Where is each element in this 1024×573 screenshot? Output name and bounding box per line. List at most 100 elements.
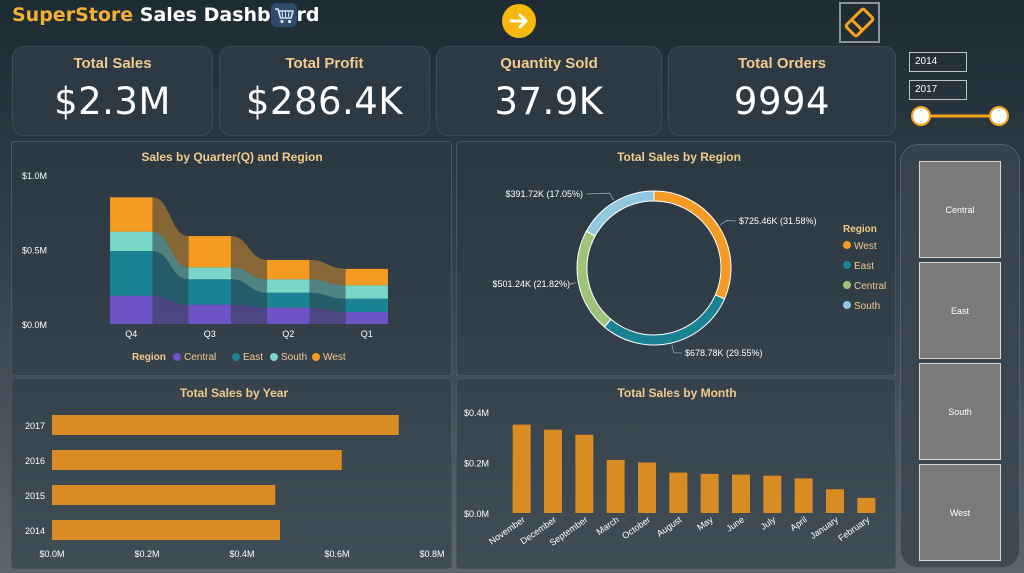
kpi-value: $2.3M [54, 80, 171, 123]
slicer-item-west[interactable]: West [919, 464, 1001, 561]
data-label: $678.78K (29.55%) [685, 348, 763, 358]
kpi-total-profit: Total Profit $286.4K [219, 46, 430, 136]
legend-label: East [243, 352, 263, 363]
month-bar [638, 462, 656, 513]
y-tick-label: $0.4M [464, 408, 489, 418]
slicer-item-east[interactable]: East [919, 262, 1001, 359]
legend-label: East [854, 261, 874, 272]
data-label: $501.24K (21.82%) [492, 279, 570, 289]
ribbon-central [230, 304, 268, 324]
x-tick-label: $0.6M [324, 549, 349, 559]
kpi-label: Quantity Sold [500, 55, 598, 72]
bar-segment-central [345, 312, 388, 324]
bar-segment-east [345, 298, 388, 313]
month-bar [544, 429, 562, 513]
bar-segment-west [345, 268, 388, 286]
legend-swatch-east [843, 261, 851, 269]
month-bar [512, 424, 531, 513]
panel-sales-by-month: Total Sales by Month $0.0M $0.2M $0.4M Novem… [456, 378, 896, 569]
x-tick-label: $0.8M [419, 549, 444, 559]
bar-segment-south [267, 279, 310, 293]
x-tick-label: Q4 [125, 329, 137, 339]
x-tick-label: April [788, 514, 808, 533]
ribbon-west [152, 197, 189, 268]
kpi-total-orders: Total Orders 9994 [668, 46, 896, 136]
month-bar [857, 497, 876, 513]
year-start-input[interactable]: 2014 [909, 52, 967, 72]
x-tick-label: March [595, 514, 621, 537]
legend-swatch-east [232, 353, 240, 361]
kpi-value: 9994 [733, 80, 831, 123]
bar-segment-central [267, 307, 310, 324]
month-bar [826, 489, 844, 513]
chart-title: Sales by Quarter(Q) and Region [141, 150, 322, 164]
month-bar [575, 434, 594, 513]
y-tick-label: $0.5M [22, 246, 47, 256]
x-tick-label: Q1 [361, 329, 373, 339]
kpi-total-sales: Total Sales $2.3M [12, 46, 213, 136]
leader-line [568, 282, 577, 285]
bar-segment-south [345, 285, 388, 299]
sales-by-year-chart: Total Sales by Year 2017 2016 2015 2014 $0.0M… [25, 386, 445, 559]
legend-label: West [854, 241, 877, 252]
leader-line [585, 192, 615, 201]
data-label: $391.72K (17.05%) [505, 189, 583, 199]
region-slicer: Central East South West [900, 144, 1020, 568]
legend-swatch-central [843, 281, 851, 289]
x-tick-label: $0.2M [134, 549, 159, 559]
year-bar [52, 415, 399, 435]
month-bar [606, 459, 625, 513]
ribbon-south [309, 279, 346, 299]
x-tick-label: July [759, 514, 778, 532]
donut-slice-west [653, 190, 732, 300]
donut-slice-south [585, 190, 655, 237]
y-tick-label: $0.0M [464, 509, 489, 519]
panel-sales-by-quarter: Sales by Quarter(Q) and Region $0.0M $0.5M… [11, 141, 452, 376]
donut-slice-central [576, 230, 612, 328]
legend-swatch-west [312, 353, 320, 361]
navigate-next-button[interactable] [502, 4, 536, 38]
legend-swatch-south [270, 353, 278, 361]
slider-handle-start[interactable] [911, 106, 931, 126]
donut-slice-east [603, 294, 726, 346]
y-tick-label: 2017 [25, 421, 45, 431]
legend-label: South [854, 301, 880, 312]
sales-by-quarter-chart: Sales by Quarter(Q) and Region $0.0M $0.5M… [22, 150, 388, 363]
month-bar [700, 473, 719, 513]
x-tick-label: January [808, 514, 840, 541]
ribbon-south [230, 267, 268, 293]
x-tick-label: $0.0M [39, 549, 64, 559]
clear-filters-button[interactable] [839, 2, 880, 43]
x-tick-label: Q3 [204, 329, 216, 339]
y-tick-label: 2016 [25, 456, 45, 466]
bar-segment-west [110, 197, 153, 232]
ribbon-central [309, 307, 346, 324]
x-tick-label: February [836, 514, 872, 543]
kpi-value: $286.4K [245, 80, 404, 123]
slider-handle-end[interactable] [989, 106, 1009, 126]
arrow-right-icon [509, 13, 528, 29]
x-tick-label: October [620, 514, 652, 541]
month-bar [794, 478, 813, 513]
x-tick-label: Q2 [282, 329, 294, 339]
kpi-quantity-sold: Quantity Sold 37.9K [436, 46, 662, 136]
year-end-input[interactable]: 2017 [909, 80, 967, 100]
slicer-item-central[interactable]: Central [919, 161, 1001, 258]
year-range-slider[interactable] [906, 104, 1016, 128]
legend-swatch-south [843, 301, 851, 309]
bar-segment-central [188, 304, 231, 324]
year-bar [52, 520, 280, 540]
month-bar [732, 474, 750, 513]
year-bar [52, 485, 276, 505]
bar-segment-west [267, 259, 310, 280]
x-tick-label: May [695, 514, 715, 532]
sales-by-region-chart: Total Sales by Region $725.46K (31.58%) $6… [492, 150, 886, 358]
bar-segment-south [188, 267, 231, 280]
chart-title: Total Sales by Month [617, 386, 736, 400]
slicer-item-south[interactable]: South [919, 363, 1001, 460]
bar-segment-south [110, 231, 153, 251]
ribbon-west [230, 236, 268, 280]
y-tick-label: 2014 [25, 526, 45, 536]
ribbon-east [152, 250, 189, 305]
panel-sales-by-year: Total Sales by Year 2017 2016 2015 2014 $0.0M… [11, 378, 452, 569]
